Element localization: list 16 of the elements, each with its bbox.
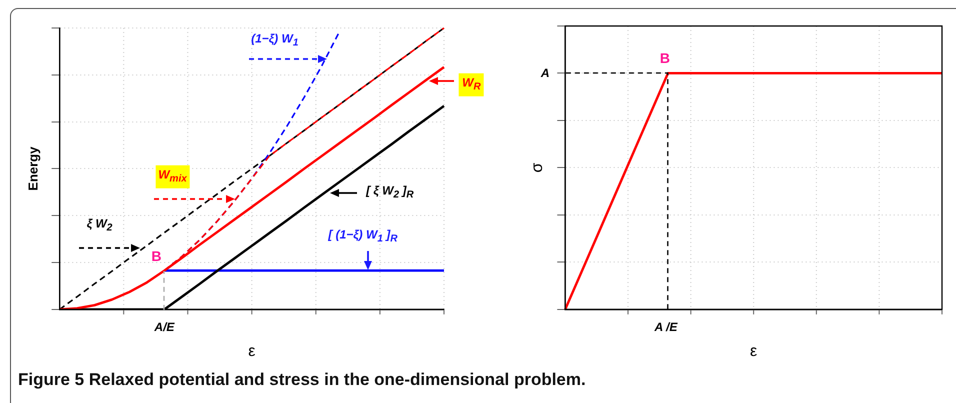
annotation: [ ξ W$_{2}$ ]$_{R}$ (366, 183, 414, 203)
annotation: W$_{mix}$ (155, 165, 190, 188)
text: A /E (654, 320, 678, 334)
text: W$_{R}$ (459, 73, 484, 97)
annotation: B (151, 248, 162, 264)
x-axis-title: ε (248, 342, 256, 360)
annotation: (1−ξ) W$_{1}$ (251, 30, 298, 50)
caption: Figure 5 Relaxed potential and stress in the one-dimensional problem. (18, 370, 587, 390)
text: B (660, 50, 670, 66)
annotation: ξ W$_{2}$ (86, 216, 112, 236)
text: A (540, 66, 550, 80)
y-axis-title: σ (529, 162, 546, 173)
text: A/E (154, 320, 174, 334)
x-axis-title: ε (750, 342, 758, 360)
y-axis-title: Energy (25, 146, 40, 191)
annotation: [ (1−ξ) W$_{1}$ ]$_{R}$ (328, 228, 398, 247)
